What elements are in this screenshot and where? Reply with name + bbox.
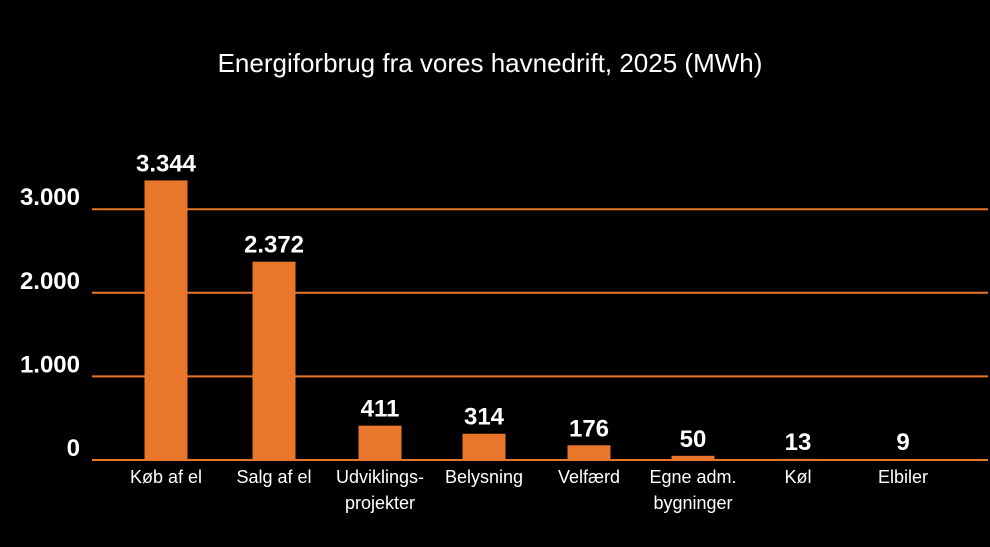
data-label: 50 — [680, 426, 707, 453]
x-tick-label: bygninger — [653, 493, 732, 513]
data-label: 2.372 — [244, 232, 304, 259]
data-label: 314 — [464, 404, 505, 431]
x-tick-label: Køl — [785, 467, 812, 487]
bar — [567, 445, 611, 460]
data-label: 13 — [785, 429, 812, 456]
x-tick-label: projekter — [345, 493, 415, 513]
bar — [358, 425, 402, 460]
bars — [144, 180, 925, 461]
y-axis-ticks: 0 1.000 2.000 3.000 — [20, 184, 80, 462]
y-tick-label: 0 — [67, 435, 80, 462]
chart-title: Energiforbrug fra vores havnedrift, 2025… — [217, 48, 763, 78]
bar — [462, 433, 506, 460]
data-label: 9 — [896, 429, 909, 456]
x-tick-label: Salg af el — [236, 467, 311, 487]
bar — [881, 459, 925, 460]
x-axis-labels: Køb af el Salg af el Udviklings-projekter B… — [130, 467, 928, 513]
y-tick-label: 1.000 — [20, 351, 80, 378]
gridlines — [92, 208, 988, 461]
data-label: 176 — [569, 415, 609, 442]
x-tick-label: Udviklings- — [336, 467, 424, 487]
x-tick-label: Velfærd — [558, 467, 620, 487]
bar — [144, 180, 188, 461]
data-labels: 3.344 2.372 411 314 176 50 13 9 — [136, 150, 910, 456]
x-tick-label: Egne adm. — [649, 467, 736, 487]
data-label: 3.344 — [136, 150, 197, 177]
bar — [776, 458, 820, 460]
y-tick-label: 2.000 — [20, 268, 80, 295]
x-tick-label: Belysning — [445, 467, 523, 487]
y-tick-label: 3.000 — [20, 184, 80, 211]
bar — [252, 261, 296, 460]
data-label: 411 — [361, 396, 400, 423]
x-tick-label: Køb af el — [130, 467, 202, 487]
bar — [671, 455, 715, 460]
x-tick-label: Elbiler — [878, 467, 928, 487]
